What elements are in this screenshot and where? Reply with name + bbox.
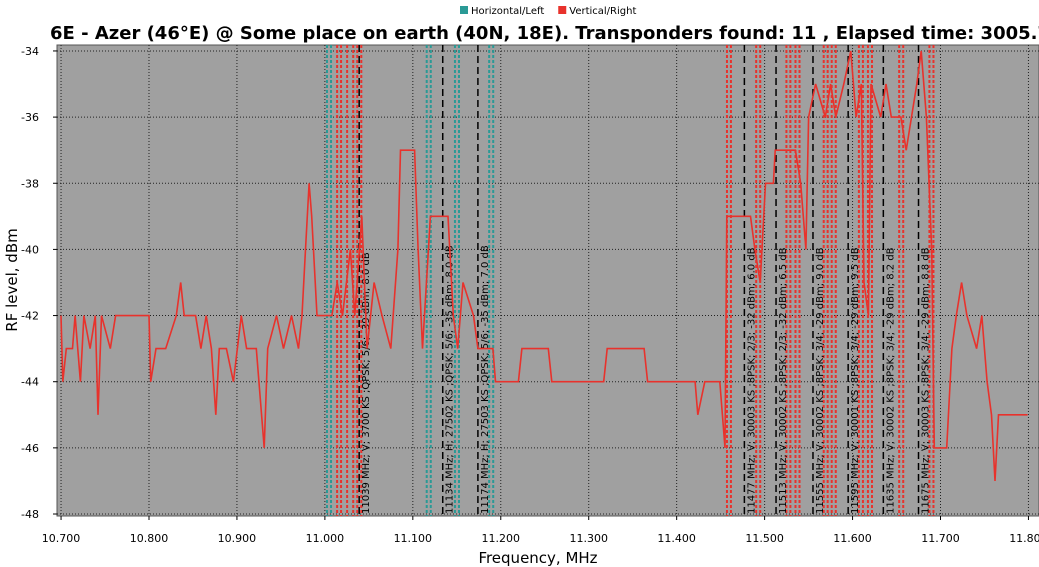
x-tick-label: 11.100 — [394, 532, 433, 545]
x-tick-label: 11.300 — [569, 532, 608, 545]
transponder-label: 11174 MHz; H; 27503 KS ;QPSK; 5/6; -35 d… — [480, 245, 491, 514]
legend-swatch — [460, 6, 468, 14]
transponder-label: 11675 MHz; V; 30003 KS ;8PSK; 3/4; -29 d… — [921, 247, 932, 514]
x-tick-label: 11.400 — [657, 532, 696, 545]
legend-label: Horizontal/Left — [471, 6, 544, 17]
x-tick-label: 11.000 — [306, 532, 345, 545]
signal-line — [60, 50, 1028, 481]
transponder-label: 11134 MHz; H; 27502 KS ;QPSK; 5/6; -35 d… — [445, 245, 456, 514]
transponder-label: 11513 MHz; V; 30002 KS ;8PSK; 2/3; -32 d… — [778, 247, 789, 514]
transponder-label: 11477 MHz; V; 30003 KS ;8PSK; 2/3; -32 d… — [746, 247, 757, 514]
x-tick-label: 11.600 — [833, 532, 872, 545]
y-tick-label: -48 — [21, 508, 39, 521]
plot-area — [56, 44, 1039, 517]
y-tick-label: -44 — [21, 376, 39, 389]
chart-title: 6E - Azer (46°E) @ Some place on earth (… — [50, 23, 1039, 44]
x-tick-label: 11.200 — [482, 532, 521, 545]
y-tick-label: -34 — [21, 45, 39, 58]
x-tick-label: 11.800 — [1009, 532, 1039, 545]
x-tick-label: 10.800 — [130, 532, 169, 545]
y-axis-label: RF level, dBm — [3, 228, 21, 331]
y-tick-label: -40 — [21, 243, 39, 256]
transponder-label: 11595 MHz; V; 30001 KS ;8PSK; 3/4; -29 d… — [850, 247, 861, 514]
legend-swatch — [558, 6, 567, 14]
x-tick-label: 11.500 — [745, 532, 784, 545]
y-tick-label: -38 — [21, 177, 39, 190]
y-tick-label: -46 — [21, 442, 39, 455]
legend-label: Vertical/Right — [569, 6, 636, 17]
transponder-label: 11039 MHz; V; 3700 KS ;QPSK; 5/6; -39 dB… — [361, 252, 372, 514]
plot-layer: 11039 MHz; V; 3700 KS ;QPSK; 5/6; -39 dB… — [57, 45, 1039, 516]
x-tick-label: 11.700 — [921, 532, 960, 545]
transponder-label: 11635 MHz; V; 30002 KS ;8PSK; 3/4; -29 d… — [885, 247, 896, 514]
x-axis-label: Frequency, MHz — [478, 549, 597, 567]
y-tick-label: -42 — [21, 310, 39, 323]
y-tick-label: -36 — [21, 111, 39, 124]
transponder-label: 11555 MHz; V; 30002 KS ;8PSK; 3/4; -29 d… — [815, 247, 826, 514]
x-tick-label: 10.700 — [42, 532, 81, 545]
x-tick-label: 10.900 — [218, 532, 257, 545]
